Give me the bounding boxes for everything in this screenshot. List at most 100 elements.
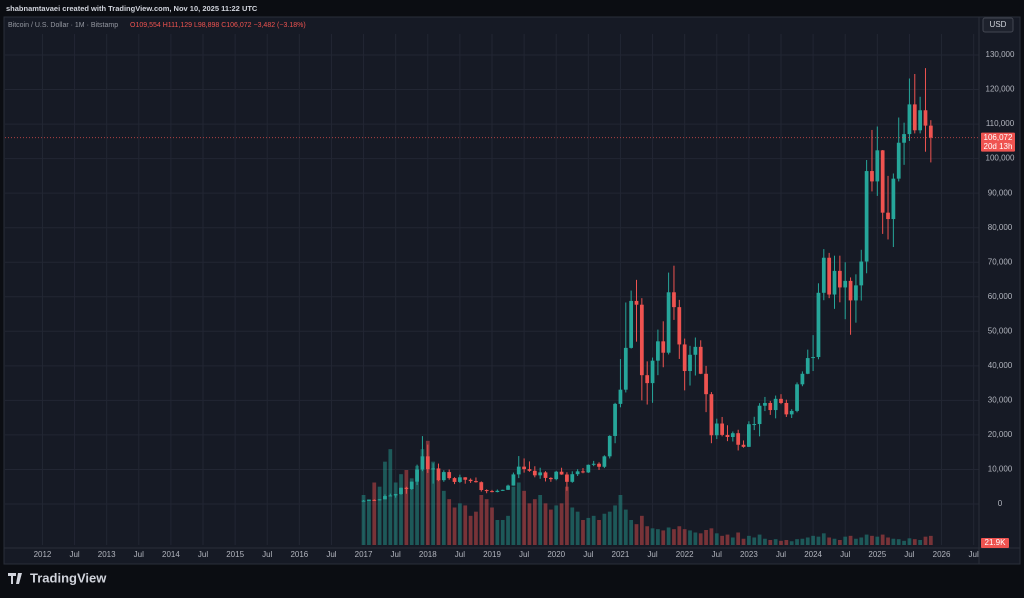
volume-bar <box>618 495 623 545</box>
volume-bar <box>672 529 676 545</box>
volume-bar <box>795 539 799 545</box>
volume-bar <box>928 535 933 545</box>
y-tick-label: 120,000 <box>986 85 1015 94</box>
candle-body <box>538 472 543 476</box>
volume-bar <box>709 528 714 545</box>
volume-bar <box>704 530 708 545</box>
volume-bar <box>623 509 628 545</box>
candle-body <box>623 347 628 390</box>
volume-bar <box>490 507 494 545</box>
x-tick-label: Jul <box>840 550 850 559</box>
candle-body <box>864 171 869 262</box>
candle-body <box>602 456 607 467</box>
volume-bar <box>907 538 912 545</box>
volume-bar <box>832 538 837 545</box>
x-tick-label: Jul <box>647 550 657 559</box>
candle-body <box>848 280 853 301</box>
candle-body <box>907 104 912 135</box>
candle-body <box>859 261 864 286</box>
logo-icon <box>8 573 22 584</box>
volume-bar <box>447 499 452 545</box>
volume-bar <box>458 503 462 545</box>
x-tick-label: 2021 <box>612 550 630 559</box>
candle-body <box>886 212 890 220</box>
candle-body <box>613 403 617 436</box>
candle-body <box>431 468 436 470</box>
currency[interactable]: USD <box>990 20 1007 29</box>
candle-body <box>516 466 521 475</box>
volume-bar <box>886 537 890 545</box>
candle-body <box>404 487 409 490</box>
candle-body <box>543 472 548 478</box>
volume-bar <box>682 529 687 545</box>
candle-body <box>682 344 687 372</box>
volume-bar <box>613 505 617 545</box>
candle-body <box>436 468 441 481</box>
volume-bar <box>361 495 366 545</box>
candle-body <box>447 472 452 479</box>
volume-bar <box>586 517 591 545</box>
volume-bar <box>607 511 612 545</box>
volume-bar <box>479 495 484 545</box>
volume-bar <box>474 511 478 545</box>
x-tick-label: 2016 <box>290 550 308 559</box>
candle-body <box>837 270 842 288</box>
currency-button[interactable] <box>982 17 1014 33</box>
x-tick-label: Jul <box>262 550 272 559</box>
candle-body <box>912 104 917 131</box>
volume-bar <box>725 534 730 545</box>
volume-bar <box>757 534 762 545</box>
y-tick-label: 70,000 <box>988 257 1013 266</box>
candle-body <box>607 435 612 457</box>
candle-body <box>709 394 714 436</box>
volume-bar <box>666 527 671 545</box>
candle-body <box>586 464 591 473</box>
volume-bar <box>688 530 692 545</box>
candle-body <box>468 479 473 482</box>
y-tick-label: 80,000 <box>988 223 1013 232</box>
y-tick-label: 10,000 <box>988 465 1013 474</box>
candle-body <box>779 398 783 403</box>
candle-body <box>923 110 928 126</box>
candle-body <box>463 477 468 480</box>
candle-body <box>377 499 382 501</box>
x-tick-label: Jul <box>712 550 722 559</box>
y-tick-label: 130,000 <box>986 50 1015 59</box>
x-tick-label: 2022 <box>676 550 694 559</box>
volume-tag <box>981 538 1009 548</box>
volume-bar <box>902 540 906 545</box>
candle-body <box>361 500 366 502</box>
volume-bar <box>591 515 596 545</box>
candle-body <box>527 469 532 471</box>
price-tag-price: 106,072 <box>984 133 1013 142</box>
candle-body <box>688 354 692 372</box>
x-tick-label: 2024 <box>804 550 822 559</box>
x-tick-label: 2025 <box>868 550 886 559</box>
volume-bar <box>656 529 660 545</box>
volume-bar <box>864 534 869 545</box>
candle-body <box>725 434 730 437</box>
y-tick-label: 40,000 <box>988 361 1013 370</box>
volume-bar <box>597 520 601 545</box>
candle-body <box>618 389 623 404</box>
x-tick-label: Jul <box>198 550 208 559</box>
volume-bar <box>848 535 853 545</box>
volume-bar <box>875 536 880 545</box>
candle-body <box>415 469 419 482</box>
volume-bar <box>532 499 537 545</box>
y-tick-label: 100,000 <box>986 154 1015 163</box>
candle-body <box>805 358 810 374</box>
candle-body <box>854 285 858 301</box>
volume-bar <box>720 535 724 545</box>
candle-body <box>800 373 805 385</box>
candle-body <box>495 490 500 493</box>
volume-bar <box>923 536 928 545</box>
candle-body <box>677 307 682 345</box>
volume-bar <box>425 440 430 545</box>
y-tick-label: 20,000 <box>988 430 1013 439</box>
volume-bar <box>420 449 425 545</box>
volume-bar <box>912 539 917 545</box>
candle-body <box>511 474 516 486</box>
x-tick-label: Jul <box>391 550 401 559</box>
